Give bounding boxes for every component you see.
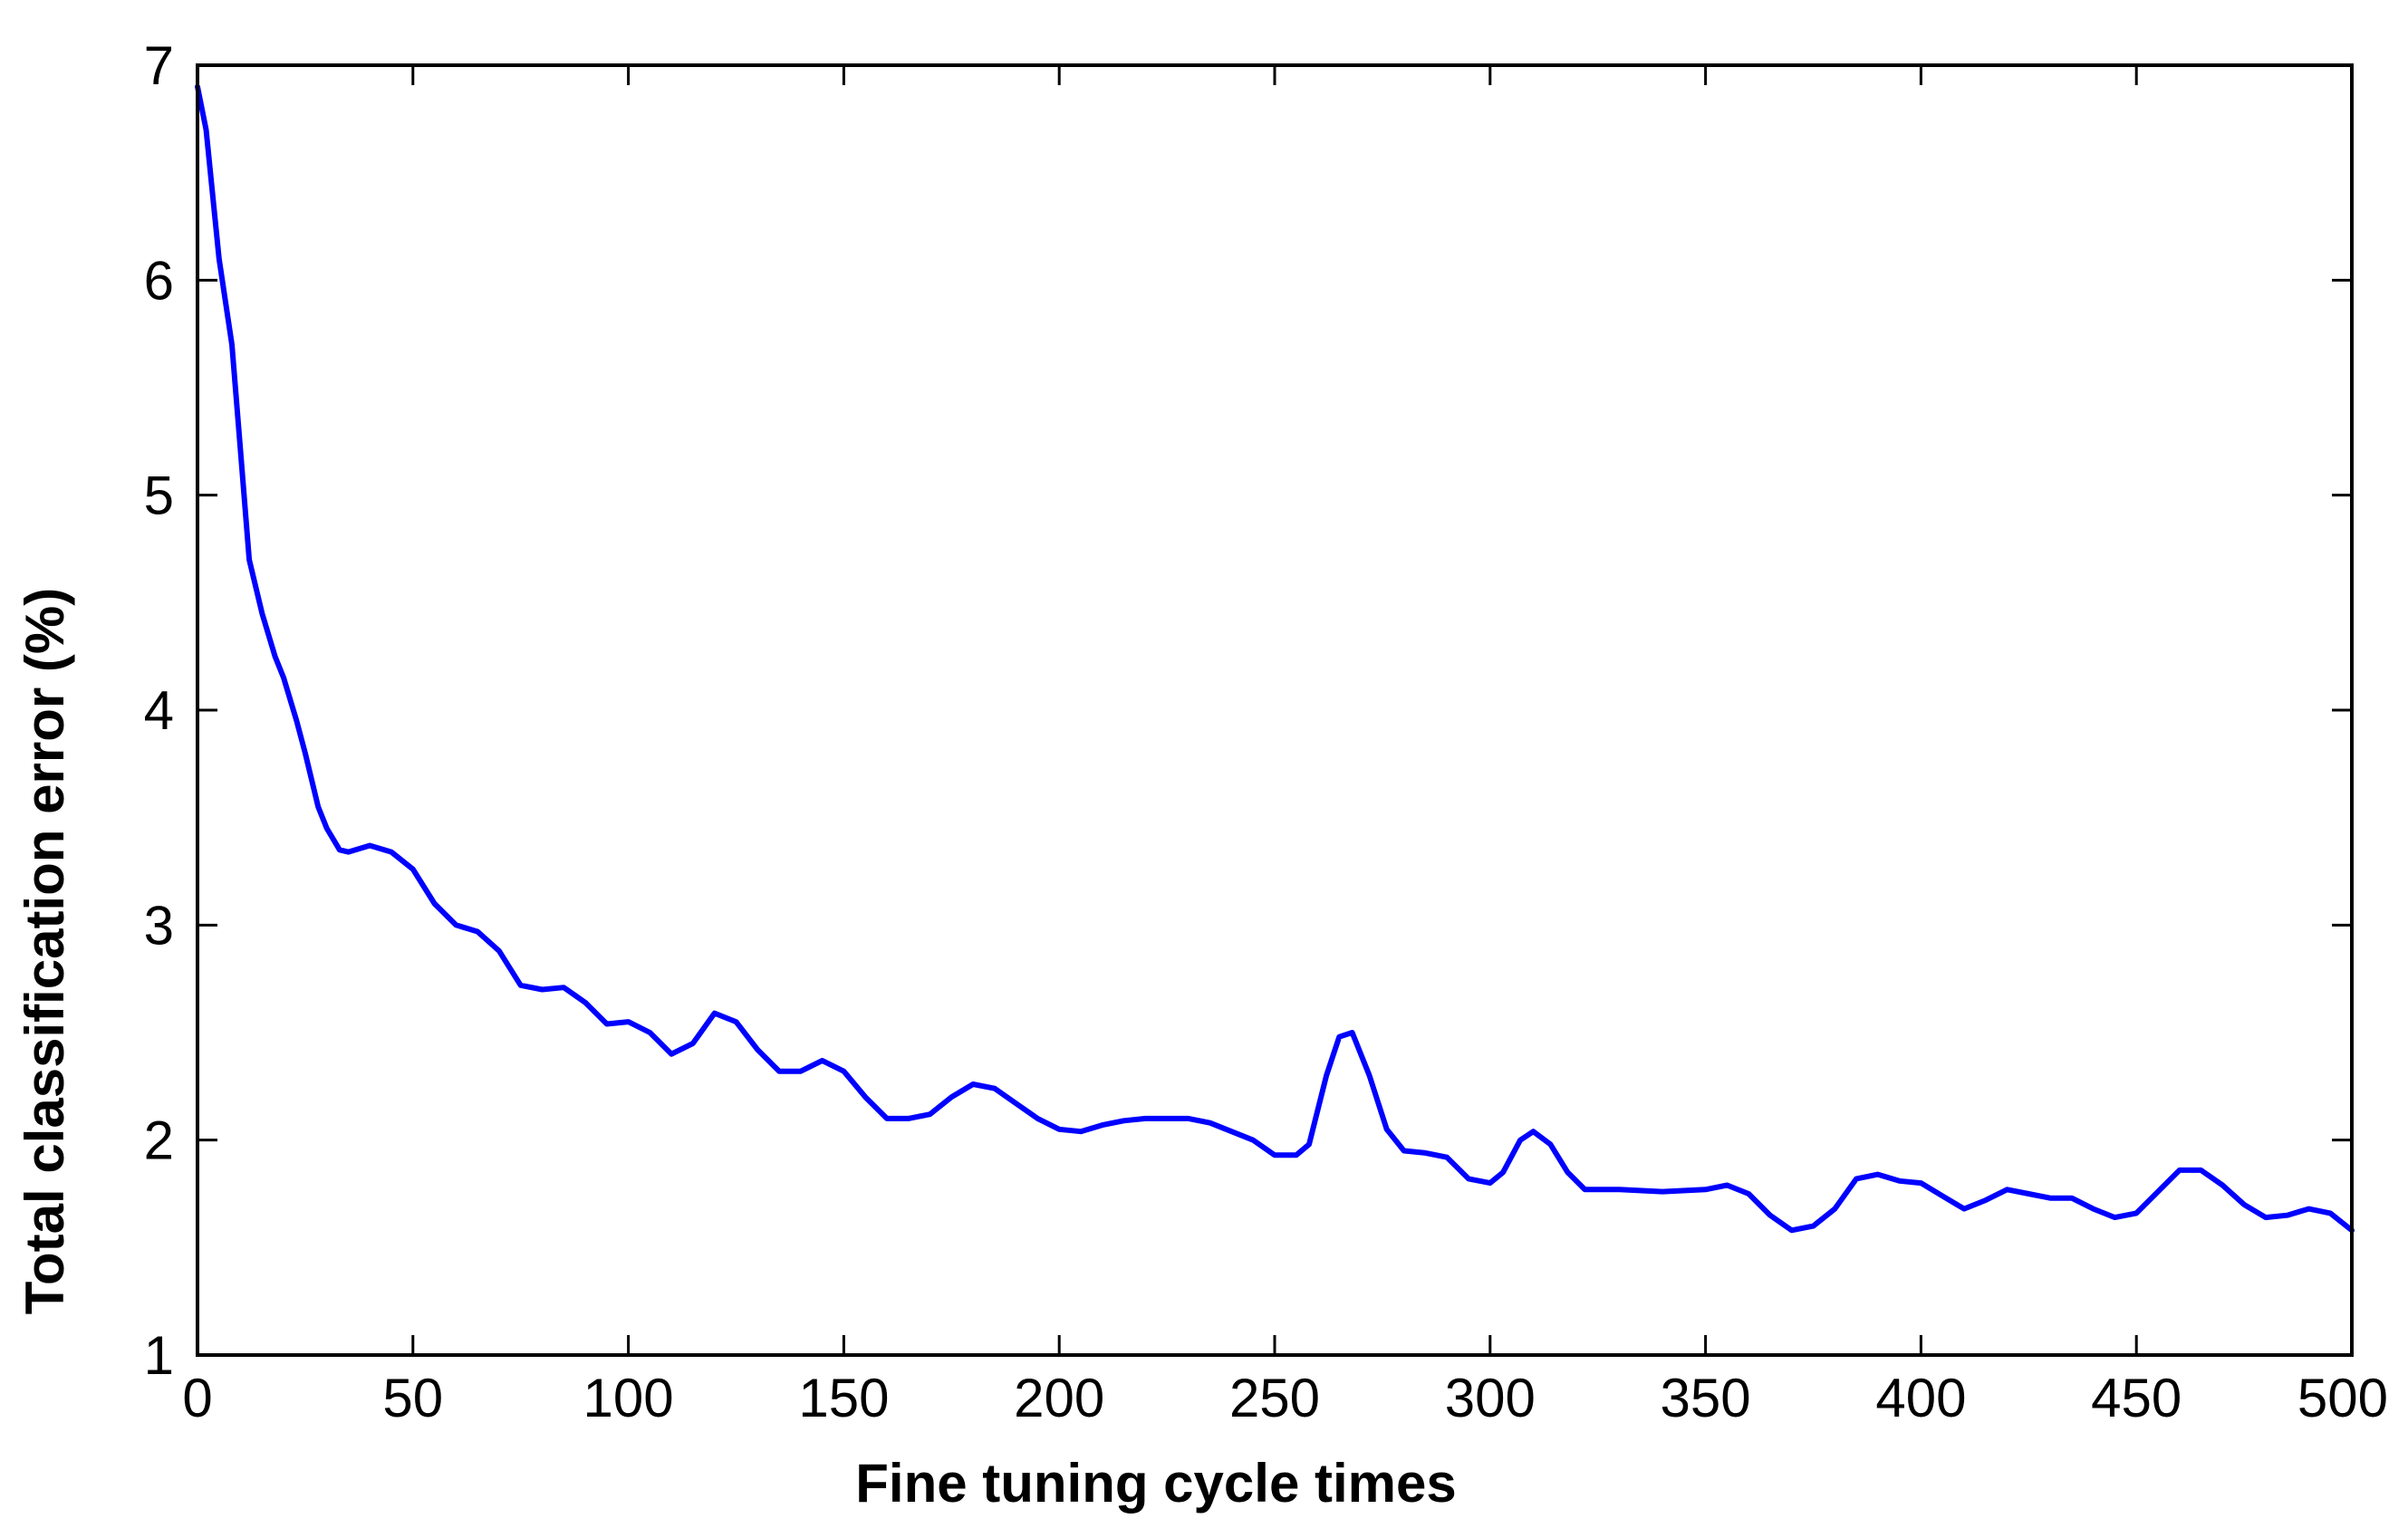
- x-tick-label: 350: [1661, 1368, 1751, 1428]
- x-tick-label: 150: [798, 1368, 889, 1428]
- x-tick-label: 50: [382, 1368, 443, 1428]
- plot-area-frame: [196, 63, 2354, 1357]
- y-axis-title: Total classification error (%): [14, 588, 75, 1314]
- x-axis-ticks: 0 50 100 150 200 250 300 350 400 450 500: [182, 65, 2388, 1428]
- x-tick-label: 300: [1445, 1368, 1536, 1428]
- y-tick-label: 6: [144, 250, 174, 311]
- series-lines: [195, 83, 2355, 1234]
- x-tick-label: 100: [583, 1368, 674, 1428]
- x-tick-label: 200: [1014, 1368, 1104, 1428]
- y-tick-label: 4: [144, 680, 174, 741]
- x-axis-title: Fine tuning cycle times: [855, 1453, 1457, 1514]
- x-tick-label: 500: [2297, 1368, 2388, 1428]
- y-tick-label: 7: [144, 35, 174, 96]
- y-axis-ticks: 1 2 3 4 5 6 7: [144, 35, 2352, 1386]
- x-tick-label: 450: [2091, 1368, 2182, 1428]
- x-tick-label: 250: [1229, 1368, 1320, 1428]
- series-line: [195, 83, 2355, 1234]
- y-tick-label: 3: [144, 895, 174, 956]
- y-tick-label: 1: [144, 1325, 174, 1386]
- x-tick-label: 0: [182, 1368, 212, 1428]
- x-tick-label: 400: [1875, 1368, 1966, 1428]
- y-tick-label: 5: [144, 466, 174, 526]
- y-tick-label: 2: [144, 1110, 174, 1171]
